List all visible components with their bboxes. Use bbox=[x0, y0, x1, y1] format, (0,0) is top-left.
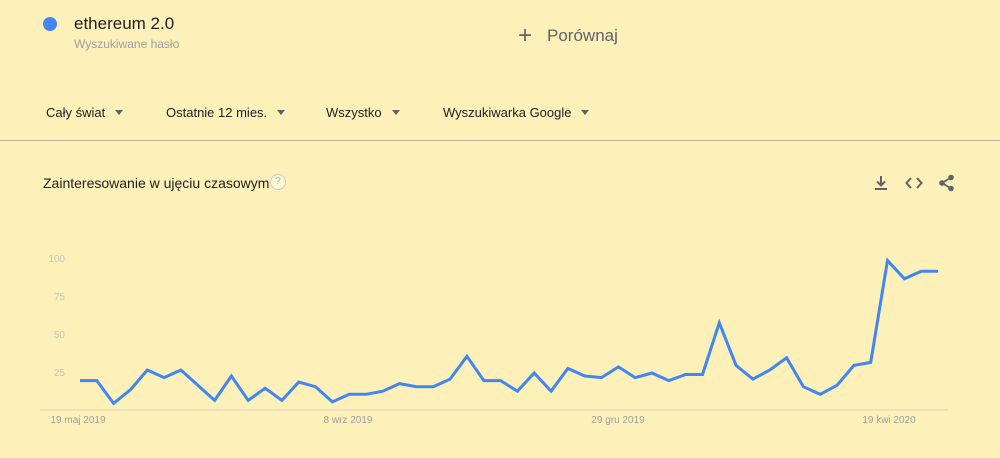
data-point[interactable] bbox=[886, 259, 890, 263]
x-tick-label: 19 kwi 2020 bbox=[862, 415, 916, 426]
data-point[interactable] bbox=[448, 377, 452, 381]
search-term-name: ethereum 2.0 bbox=[74, 14, 175, 33]
filter-search-type[interactable]: Wyszukiwarka Google bbox=[443, 105, 590, 120]
data-point[interactable] bbox=[566, 366, 570, 370]
dropdown-arrow-icon bbox=[581, 110, 590, 115]
data-point[interactable] bbox=[95, 379, 99, 383]
data-point[interactable] bbox=[482, 379, 486, 383]
help-icon[interactable]: ? bbox=[270, 174, 286, 190]
data-point[interactable] bbox=[852, 363, 856, 367]
data-point[interactable] bbox=[465, 354, 469, 358]
data-point[interactable] bbox=[78, 379, 82, 383]
embed-icon[interactable] bbox=[904, 173, 924, 193]
data-point[interactable] bbox=[330, 400, 334, 404]
series-line bbox=[80, 257, 938, 406]
filter-search-type-label: Wyszukiwarka Google bbox=[443, 105, 572, 120]
data-point[interactable] bbox=[280, 398, 284, 402]
data-point[interactable] bbox=[684, 373, 688, 377]
y-tick-label: 25 bbox=[54, 368, 66, 379]
data-point[interactable] bbox=[112, 401, 116, 405]
y-tick-label: 100 bbox=[48, 254, 65, 265]
data-point[interactable] bbox=[196, 383, 200, 387]
data-point[interactable] bbox=[700, 373, 704, 377]
data-point[interactable] bbox=[314, 385, 318, 389]
data-point[interactable] bbox=[801, 385, 805, 389]
data-point[interactable] bbox=[246, 398, 250, 402]
data-point[interactable] bbox=[734, 363, 738, 367]
filter-bar: Cały świat Ostatnie 12 mies. Wszystko Wy… bbox=[0, 105, 1000, 123]
compare-button[interactable]: + Porównaj bbox=[518, 24, 618, 48]
filter-category[interactable]: Wszystko bbox=[326, 105, 400, 120]
panel-title: Zainteresowanie w ujęciu czasowym bbox=[43, 175, 270, 191]
data-point[interactable] bbox=[145, 368, 149, 372]
data-point[interactable] bbox=[835, 383, 839, 387]
data-point[interactable] bbox=[650, 371, 654, 375]
data-point[interactable] bbox=[549, 389, 553, 393]
search-term-type: Wyszukiwane hasło bbox=[74, 37, 180, 51]
data-point[interactable] bbox=[398, 382, 402, 386]
x-tick-label: 19 maj 2019 bbox=[50, 415, 105, 426]
data-point[interactable] bbox=[347, 392, 351, 396]
data-point[interactable] bbox=[229, 374, 233, 378]
dropdown-arrow-icon bbox=[391, 110, 400, 115]
data-point[interactable] bbox=[532, 371, 536, 375]
data-point[interactable] bbox=[785, 356, 789, 360]
data-point[interactable] bbox=[431, 385, 435, 389]
download-icon[interactable] bbox=[871, 173, 891, 193]
divider bbox=[0, 140, 1000, 141]
data-point[interactable] bbox=[869, 360, 873, 364]
data-point[interactable] bbox=[717, 321, 721, 325]
filter-region[interactable]: Cały świat bbox=[46, 105, 124, 120]
data-point[interactable] bbox=[179, 368, 183, 372]
data-point[interactable] bbox=[515, 389, 519, 393]
data-point[interactable] bbox=[633, 376, 637, 380]
data-point[interactable] bbox=[768, 368, 772, 372]
data-point[interactable] bbox=[902, 277, 906, 281]
data-point[interactable] bbox=[751, 377, 755, 381]
data-point[interactable] bbox=[818, 392, 822, 396]
data-point[interactable] bbox=[162, 376, 166, 380]
x-tick-label: 29 gru 2019 bbox=[591, 415, 645, 426]
data-point[interactable] bbox=[919, 269, 923, 273]
data-point[interactable] bbox=[667, 379, 671, 383]
data-point[interactable] bbox=[600, 376, 604, 380]
filter-time-range[interactable]: Ostatnie 12 mies. bbox=[166, 105, 286, 120]
filter-category-label: Wszystko bbox=[326, 105, 382, 120]
data-point[interactable] bbox=[414, 385, 418, 389]
data-point[interactable] bbox=[263, 386, 267, 390]
y-tick-label: 75 bbox=[54, 292, 66, 303]
data-point[interactable] bbox=[499, 379, 503, 383]
data-point[interactable] bbox=[297, 380, 301, 384]
share-icon[interactable] bbox=[937, 173, 957, 193]
data-point[interactable] bbox=[936, 269, 940, 273]
data-point[interactable] bbox=[213, 398, 217, 402]
y-tick-label: 50 bbox=[54, 330, 66, 341]
dropdown-arrow-icon bbox=[277, 110, 286, 115]
data-point[interactable] bbox=[364, 392, 368, 396]
data-point[interactable] bbox=[583, 374, 587, 378]
filter-region-label: Cały świat bbox=[46, 105, 106, 120]
x-tick-label: 8 wrz 2019 bbox=[324, 415, 373, 426]
data-point[interactable] bbox=[128, 388, 132, 392]
compare-label: Porównaj bbox=[547, 26, 618, 45]
dropdown-arrow-icon bbox=[115, 110, 124, 115]
series-color-dot bbox=[43, 17, 57, 31]
plus-icon: + bbox=[518, 22, 533, 49]
data-point[interactable] bbox=[381, 389, 385, 393]
data-point[interactable] bbox=[616, 365, 620, 369]
filter-time-range-label: Ostatnie 12 mies. bbox=[166, 105, 268, 120]
